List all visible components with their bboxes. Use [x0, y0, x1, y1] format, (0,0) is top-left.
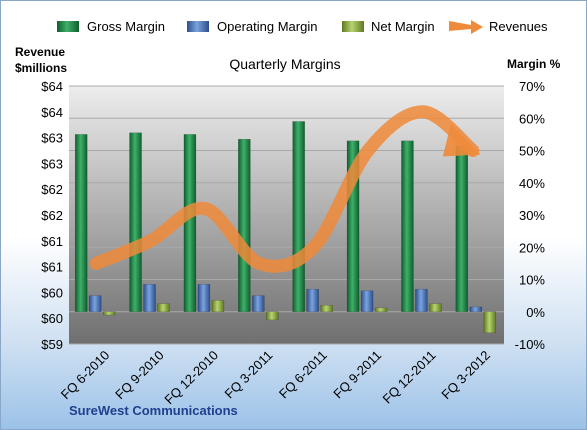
left-tick-label: $62 [41, 208, 63, 223]
left-axis-title-line2: $millions [15, 61, 67, 75]
legend-label-gross-margin: Gross Margin [87, 19, 165, 34]
bar-net-margin [102, 311, 116, 316]
bar-gross-margin [455, 145, 469, 312]
left-tick-label: $61 [41, 260, 63, 275]
legend-item-gross-margin: Gross Margin [57, 19, 165, 34]
bar-operating-margin [88, 295, 102, 312]
bar-gross-margin [183, 134, 197, 312]
legend-label-net-margin: Net Margin [371, 19, 435, 34]
bar-net-margin [483, 311, 497, 333]
bar-gross-margin [238, 138, 251, 312]
company-name: SureWest Communications [69, 403, 238, 418]
right-tick-label: -10% [515, 337, 546, 352]
bar-operating-margin [360, 290, 374, 313]
legend-item-revenues: Revenues [449, 19, 548, 34]
bar-operating-margin [252, 295, 265, 312]
right-tick-label: 30% [519, 208, 545, 223]
legend: Gross Margin Operating Margin Net Margin… [57, 19, 548, 34]
chart-title: Quarterly Margins [229, 56, 340, 72]
right-tick-label: 0% [526, 305, 545, 320]
revenue-arrowhead [442, 124, 481, 157]
left-tick-label: $60 [41, 311, 63, 326]
left-tick-label: $63 [41, 156, 63, 171]
legend-item-operating-margin: Operating Margin [187, 19, 317, 34]
legend-swatch-gross-margin [57, 21, 79, 32]
left-tick-label: $64 [41, 79, 63, 94]
bar-gross-margin [74, 134, 88, 312]
left-tick-label: $60 [41, 285, 63, 300]
right-tick-label: 50% [519, 144, 545, 159]
right-tick-label: 70% [519, 79, 545, 94]
legend-swatch-net-margin [342, 21, 364, 32]
x-tick-label: FQ 6-2010 [58, 348, 113, 403]
bar-gross-margin [401, 140, 414, 312]
legend-item-net-margin: Net Margin [342, 19, 435, 34]
legend-label-operating-margin: Operating Margin [217, 19, 317, 34]
bar-operating-margin [306, 288, 319, 312]
left-tick-label: $64 [41, 105, 63, 120]
left-tick-label: $62 [41, 182, 63, 197]
bar-operating-margin [415, 288, 428, 312]
left-tick-label: $59 [41, 337, 63, 352]
left-tick-label: $61 [41, 234, 63, 249]
bars [74, 121, 497, 333]
legend-label-revenues: Revenues [489, 19, 548, 34]
bar-operating-margin [469, 306, 483, 313]
left-axis-title-line1: Revenue [15, 45, 65, 59]
bar-net-margin [429, 303, 442, 312]
revenue-line [89, 105, 481, 273]
right-tick-label: 60% [519, 111, 545, 126]
right-axis-title: Margin % [507, 57, 561, 71]
left-tick-label: $63 [41, 131, 63, 146]
x-tick-label: FQ 3-2012 [438, 348, 493, 403]
bar-net-margin [320, 305, 333, 312]
bar-gross-margin [129, 132, 142, 312]
x-tick-label: FQ 12-2011 [380, 348, 439, 407]
legend-swatch-operating-margin [187, 21, 209, 32]
x-tick-label: FQ 12-2010 [161, 348, 221, 408]
revenue-curve [89, 105, 480, 273]
bar-net-margin [211, 300, 225, 312]
left-axis-ticks: $64 $64 $63 $63 $62 $62 $61 $61 $60 $60 $59 [41, 79, 63, 352]
right-axis-ticks: 70% 60% 50% 40% 30% 20% 10% 0% -10% [515, 79, 546, 352]
x-tick-label: FQ 6-2011 [276, 348, 330, 402]
right-tick-label: 10% [519, 273, 545, 288]
bar-net-margin [266, 311, 279, 321]
right-tick-label: 20% [519, 240, 545, 255]
bar-gross-margin [292, 121, 305, 312]
x-tick-label: FQ 9-2010 [112, 348, 167, 403]
legend-arrow-revenues-icon [449, 20, 483, 34]
x-tick-label: FQ 3-2011 [222, 348, 276, 402]
x-tick-label: FQ 9-2011 [330, 348, 384, 402]
bar-operating-margin [143, 284, 156, 312]
bar-operating-margin [197, 284, 211, 312]
right-tick-label: 40% [519, 176, 545, 191]
bar-net-margin [374, 307, 388, 313]
bar-net-margin [157, 303, 170, 312]
